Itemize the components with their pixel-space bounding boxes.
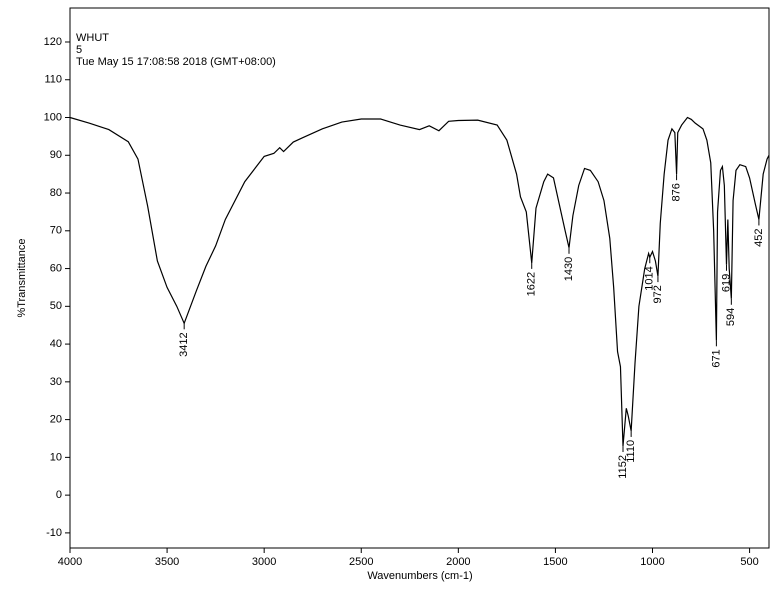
y-tick-label: 20 [50, 414, 62, 426]
peak-label: 1430 [563, 257, 575, 281]
peak-label: 3412 [178, 332, 190, 356]
header-line: 5 [76, 44, 82, 56]
y-tick-label: 0 [56, 489, 62, 501]
x-tick-label: 1500 [543, 556, 567, 568]
y-tick-label: -10 [46, 527, 62, 539]
x-tick-label: 3500 [155, 556, 179, 568]
peak-label: 619 [720, 274, 732, 292]
y-tick-label: 10 [50, 451, 62, 463]
x-tick-label: 500 [740, 556, 758, 568]
peak-label: 594 [725, 308, 737, 326]
peak-label: 1622 [526, 272, 538, 296]
x-axis-label: Wavenumbers (cm-1) [367, 570, 472, 582]
x-tick-label: 1000 [640, 556, 664, 568]
y-tick-label: 50 [50, 300, 62, 312]
peak-label: 1014 [644, 266, 656, 290]
peak-label: 972 [652, 285, 664, 303]
peak-label: 1152 [617, 455, 629, 479]
peak-label: 452 [753, 228, 765, 246]
y-tick-label: 40 [50, 338, 62, 350]
x-tick-label: 3000 [252, 556, 276, 568]
y-tick-label: 30 [50, 376, 62, 388]
plot-frame [69, 7, 770, 549]
x-tick-label: 4000 [58, 556, 82, 568]
y-tick-label: 70 [50, 225, 62, 237]
x-tick-label: 2500 [349, 556, 373, 568]
y-tick-label: 100 [44, 111, 62, 123]
y-tick-label: 80 [50, 187, 62, 199]
peak-label: 1110 [625, 440, 637, 463]
x-tick-label: 2000 [446, 556, 470, 568]
y-axis-label: %Transmittance [16, 238, 28, 317]
header-line: Tue May 15 17:08:58 2018 (GMT+08:00) [76, 56, 276, 68]
spectrum-line [69, 116, 770, 447]
y-tick-label: 90 [50, 149, 62, 161]
header-line: WHUT [76, 32, 109, 44]
y-tick-label: 120 [44, 36, 62, 48]
y-tick-label: 110 [44, 74, 62, 86]
y-tick-label: 60 [50, 262, 62, 274]
peak-label: 876 [670, 183, 682, 201]
peak-label: 671 [710, 349, 722, 367]
